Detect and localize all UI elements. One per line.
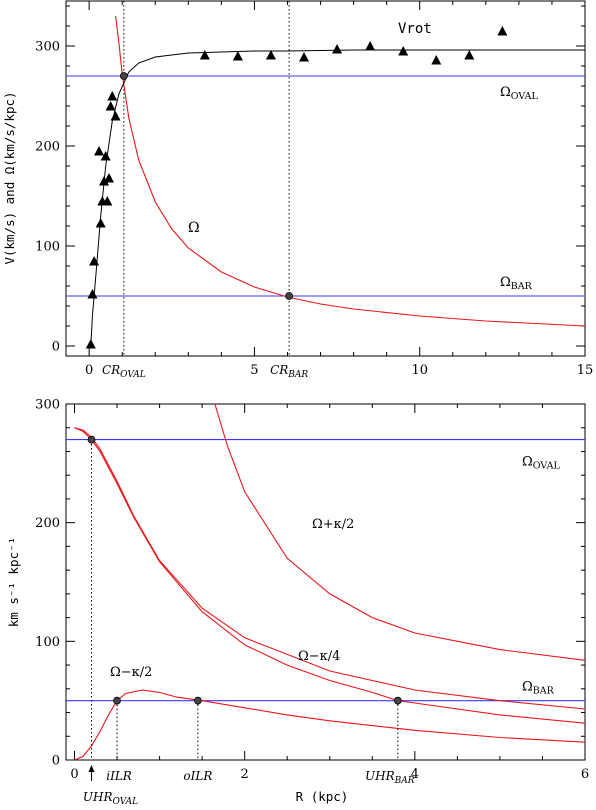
- vrot-data-point: [431, 55, 442, 65]
- bottom-intersection-marker: [87, 435, 96, 444]
- top-plot-frame: [65, 0, 586, 357]
- vrot-label: Vrot: [398, 21, 432, 37]
- omega-curve: [115, 15, 586, 327]
- vrot-data-point: [89, 256, 100, 266]
- top-y-axis-label: V(km/s) and Ω(km/s/kpc): [2, 91, 17, 264]
- bottom-y-tick-label-1: 100: [35, 635, 60, 650]
- vrot-data-point: [199, 50, 210, 60]
- vrot-data-point: [102, 196, 113, 206]
- top-y-tick-label-1: 100: [35, 240, 60, 255]
- bottom-y-tick-label-0: 0: [52, 754, 60, 769]
- cr-bar-label: CRBAR: [270, 363, 308, 380]
- bottom-y-axis-label: km s⁻¹ kpc⁻¹: [6, 537, 21, 627]
- vrot-data-point: [99, 176, 110, 186]
- vrot-data-point: [398, 46, 409, 56]
- vrot-data-point: [100, 151, 111, 161]
- cr-oval-label: CROVAL: [102, 363, 146, 380]
- bottom-x-tick-label-0: 0: [70, 767, 78, 782]
- top-marks: ΩOVAL ΩBAR CROVAL CRBAR: [66, 1, 586, 380]
- bottom-x-tick-label-3: 6: [581, 767, 589, 782]
- curve-3: [74, 689, 586, 761]
- bottom-x-tick-label-1: 2: [241, 767, 249, 782]
- vrot-data-point: [332, 44, 343, 54]
- bottom-intersection-marker: [193, 696, 202, 705]
- bottom-intersection-marker: [393, 696, 402, 705]
- top-x-tick-label-3: 15: [577, 363, 594, 378]
- curve-2: [74, 427, 586, 724]
- bottom-x-axis-label: R (kpc): [296, 789, 349, 804]
- vrot-data-point: [103, 173, 114, 183]
- bottom-omega-oval-label: ΩOVAL: [522, 455, 560, 472]
- bottom-y-tick-label-3: 300: [35, 398, 60, 413]
- oilr-label: oILR: [183, 769, 212, 783]
- vrot-data-point: [110, 111, 121, 121]
- uhr-oval-label: UHROVAL: [83, 790, 138, 807]
- vrot-data-point: [105, 101, 116, 111]
- uhr-oval-arrow-head: [88, 765, 95, 772]
- top-y-tick-label-3: 300: [35, 40, 60, 55]
- vrot-data-point: [365, 41, 376, 51]
- omega-curve-label: Ω: [188, 220, 200, 236]
- curve-label-2: Ω−κ/4: [298, 649, 340, 664]
- bottom-omega-bar-label: ΩBAR: [522, 680, 555, 697]
- bottom-plot-frame: [65, 403, 586, 761]
- vrot-data-point: [265, 50, 276, 60]
- top-intersection-marker: [119, 72, 128, 80]
- vrot-data-point: [95, 218, 106, 228]
- curve-1: [214, 403, 586, 661]
- bottom-intersection-marker: [113, 696, 121, 705]
- omega-oval-label: ΩOVAL: [500, 85, 538, 102]
- bottom-y-tick-label-2: 200: [35, 516, 60, 531]
- bottom-x-tick-label-2: 4: [411, 767, 419, 782]
- vrot-data-point: [232, 51, 243, 61]
- curve-label-1: Ω+κ/2: [312, 517, 354, 532]
- vrot-data-point: [299, 52, 310, 62]
- uhr-bar-label: UHRBAR: [365, 769, 415, 786]
- top-y-tick-label-0: 0: [52, 340, 60, 355]
- bottom-marks: ΩOVAL ΩBAR Ω+κ/2 Ω−κ/4 Ω−κ/2 iILR oILR UHRBAR UH…: [66, 403, 586, 807]
- omega-bar-label: ΩBAR: [500, 275, 533, 292]
- vrot-data-point: [87, 289, 98, 299]
- top-x-tick-label-1: 5: [250, 363, 258, 378]
- top-x-tick-label-2: 10: [411, 363, 428, 378]
- top-y-tick-label-2: 200: [35, 140, 60, 155]
- curve-label-3: Ω−κ/2: [110, 665, 152, 680]
- vrot-data-point: [107, 91, 118, 101]
- vrot-data-point: [464, 50, 475, 60]
- panel-frequency-curves: 0 2 4 6 0 100 200 300 ΩOVAL ΩBAR Ω+κ/2 Ω−κ/4 Ω−κ/2 i…: [6, 398, 589, 808]
- vrot-data-point: [497, 26, 508, 36]
- vrot-data-point: [85, 339, 96, 349]
- iilr-label: iILR: [106, 769, 132, 783]
- top-intersection-marker: [285, 292, 294, 300]
- top-x-tick-label-0: 0: [85, 363, 93, 378]
- top-axes: 0 5 10 15 0 100 200 300: [35, 1, 593, 378]
- panel-rotation-curve: 0 5 10 15 0 100 200 300 ΩOVAL ΩBAR CROVAL CRBAR V(…: [2, 0, 593, 380]
- vrot-data-point: [94, 146, 105, 156]
- bottom-axes: 0 2 4 6 0 100 200 300: [35, 398, 589, 783]
